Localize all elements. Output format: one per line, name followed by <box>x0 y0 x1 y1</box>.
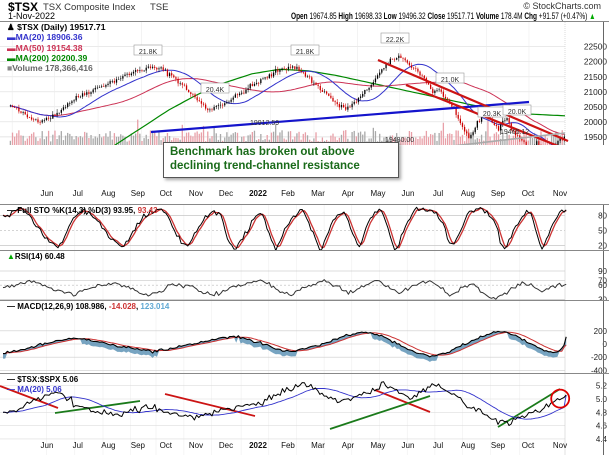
svg-text:21.8K: 21.8K <box>296 49 315 56</box>
svg-text:5.0: 5.0 <box>596 395 608 404</box>
svg-text:20: 20 <box>598 241 607 250</box>
svg-text:200: 200 <box>594 327 608 336</box>
svg-text:21.0K: 21.0K <box>441 77 460 84</box>
svg-text:20.4K: 20.4K <box>206 87 225 94</box>
svg-text:21.8K: 21.8K <box>139 49 158 56</box>
svg-text:50: 50 <box>598 226 607 235</box>
svg-text:4.8: 4.8 <box>596 408 608 417</box>
svg-text:20.0K: 20.0K <box>508 109 527 116</box>
svg-text:80: 80 <box>598 211 607 220</box>
svg-text:-400: -400 <box>591 366 608 373</box>
svg-text:90: 90 <box>598 267 607 276</box>
svg-text:-200: -200 <box>591 353 608 362</box>
svg-text:5.2: 5.2 <box>596 382 608 391</box>
svg-text:20.3K: 20.3K <box>483 111 502 118</box>
svg-text:22.2K: 22.2K <box>386 37 405 44</box>
svg-text:19465.12: 19465.12 <box>500 129 529 136</box>
svg-text:4.6: 4.6 <box>596 422 608 431</box>
svg-text:19912.59: 19912.59 <box>250 120 279 127</box>
svg-text:60: 60 <box>598 281 607 290</box>
